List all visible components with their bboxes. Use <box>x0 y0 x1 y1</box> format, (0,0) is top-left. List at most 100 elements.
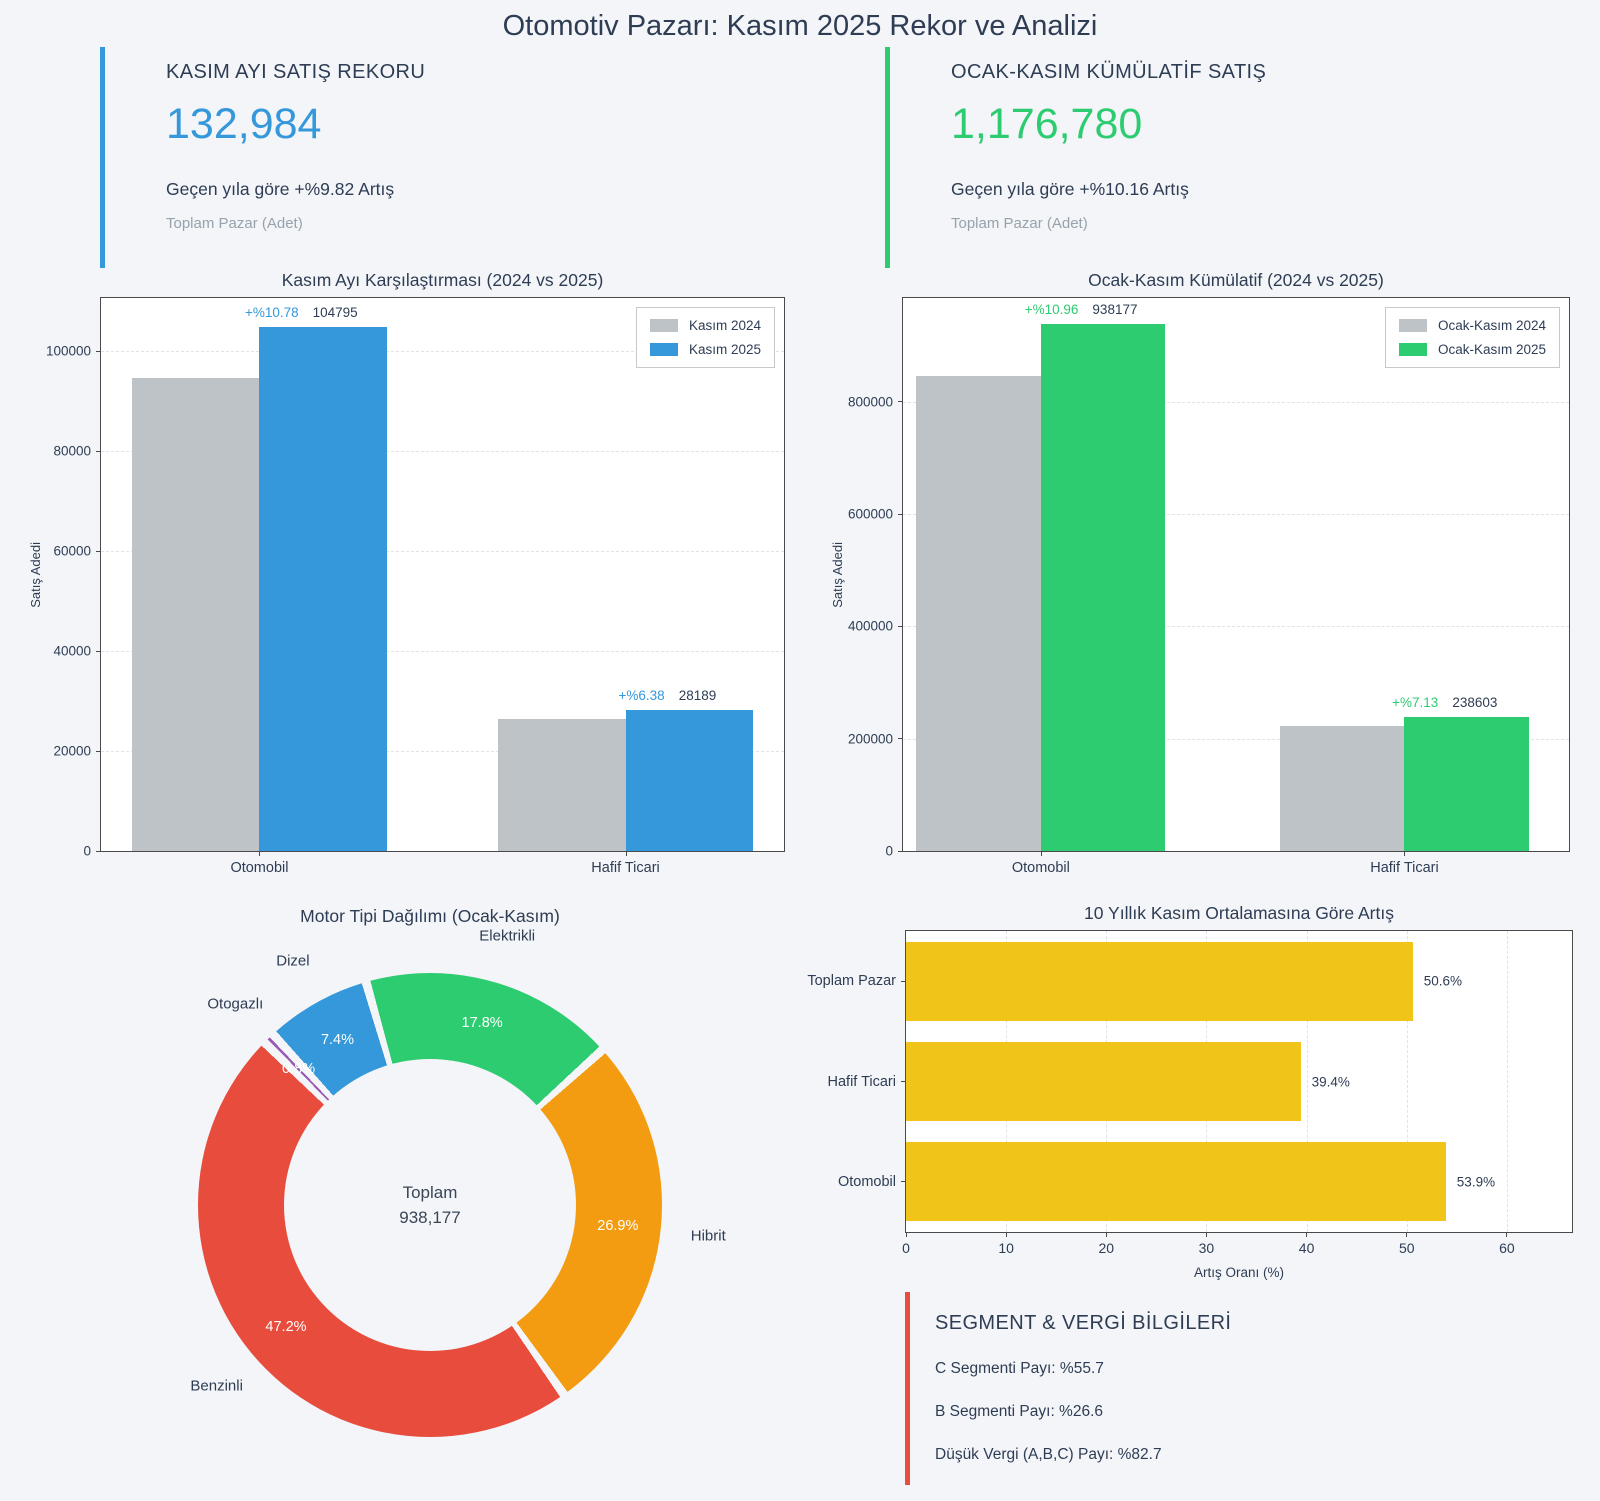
annotation-percent: +%7.13 <box>1392 695 1439 711</box>
slice-label-Dizel: Dizel <box>276 952 310 970</box>
x-category-label: Hafif Ticari <box>1370 860 1439 876</box>
y-tick-mark <box>96 750 101 752</box>
gridline <box>903 401 1569 403</box>
y-tick-mark <box>898 625 903 627</box>
bar-Kasım 2024 <box>131 378 260 851</box>
kpi-subtitle: Geçen yıla göre +%10.16 Artış <box>951 179 1189 199</box>
category-label: Hafif Ticari <box>827 1073 897 1090</box>
donut-center-label: Toplam 938,177 <box>399 1180 460 1231</box>
kpi-accent-bar <box>100 47 105 268</box>
panel-accent-bar <box>905 1292 910 1485</box>
y-tick-mark <box>96 350 101 352</box>
y-tick-mark <box>96 850 101 852</box>
x-tick-label: 50 <box>1398 1240 1415 1256</box>
x-tick-mark <box>1506 1232 1508 1237</box>
x-tick-mark <box>625 851 627 856</box>
segment-share-c: C Segmenti Payı: %55.7 <box>935 1360 1104 1377</box>
y-tick-mark <box>898 401 903 403</box>
y-tick-mark <box>96 650 101 652</box>
y-tick-label: 20000 <box>53 743 91 759</box>
y-tick-label: 80000 <box>53 443 91 459</box>
kpi-body: OCAK-KASIM KÜMÜLATİF SATIŞ 1,176,780 Geç… <box>951 47 1525 232</box>
legend-item: Kasım 2024 <box>649 318 761 333</box>
x-tick-label: 30 <box>1198 1240 1215 1256</box>
slice-percent-Elektrikli: 17.8% <box>461 1015 503 1032</box>
x-tick-label: 60 <box>1499 1240 1515 1256</box>
bar-Ocak-Kasım 2025 <box>1040 324 1166 851</box>
y-tick-mark <box>96 550 101 552</box>
y-tick-label: 600000 <box>847 506 893 522</box>
page-title: Otomotiv Pazarı: Kasım 2025 Rekor ve Ana… <box>502 10 1098 42</box>
gridline <box>101 751 784 752</box>
gridline <box>903 626 1569 628</box>
kpi-value: 132,984 <box>166 100 322 148</box>
annotation-percent: +%10.78 <box>244 305 299 321</box>
annotation-percent: +%6.38 <box>618 688 665 704</box>
bar-Otomobil <box>906 1142 1446 1222</box>
slice-label-Elektrikli: Elektrikli <box>479 927 536 945</box>
gridline <box>1506 931 1508 1232</box>
chart-title-cumulative: Ocak-Kasım Kümülatif (2024 vs 2025) <box>1088 270 1384 290</box>
bar-Toplam Pazar <box>906 941 1413 1021</box>
legend: Ocak-Kasım 2024 Ocak-Kasım 2025 <box>1384 307 1560 368</box>
y-axis-label: Satış Adedi <box>28 298 43 851</box>
kpi-caption: Toplam Pazar (Adet) <box>166 215 303 232</box>
kpi-subtitle: Geçen yıla göre +%9.82 Artış <box>166 179 395 199</box>
y-axis-label-text: Satış Adedi <box>28 541 43 608</box>
x-tick-label: 20 <box>1098 1240 1115 1256</box>
gridline <box>101 651 784 652</box>
x-category-label: Otomobil <box>1011 860 1070 876</box>
x-tick-mark <box>905 1232 907 1237</box>
y-tick-mark <box>901 980 906 982</box>
value-label: 53.9% <box>1456 1174 1496 1190</box>
category-label: Otomobil <box>837 1173 896 1190</box>
kpi-body: KASIM AYI SATIŞ REKORU 132,984 Geçen yıl… <box>166 47 740 232</box>
kpi-accent-bar <box>885 47 890 268</box>
bar-Kasım 2025 <box>625 710 754 851</box>
bar-Ocak-Kasım 2024 <box>916 376 1041 851</box>
bar-annotation: +%7.13 238603 <box>1330 695 1560 710</box>
hbar-chart-ten-year-growth: 0 10 20 30 40 50 60 50.6% Toplam Pazar 39.4% Hafif… <box>807 930 1573 1280</box>
low-tax-share: Düşük Vergi (A,B,C) Payı: %82.7 <box>935 1446 1162 1463</box>
chart-title-ten-year-growth: 10 Yıllık Kasım Ortalamasına Göre Artış <box>1084 903 1394 923</box>
kpi-title: KASIM AYI SATIŞ REKORU <box>166 61 426 83</box>
x-tick-mark <box>1406 1232 1408 1237</box>
legend-item: Ocak-Kasım 2025 <box>1398 342 1546 357</box>
kpi-caption: Toplam Pazar (Adet) <box>951 215 1088 232</box>
x-category-label: Otomobil <box>230 860 289 876</box>
x-axis-label: Artış Oranı (%) <box>1193 1265 1284 1280</box>
slice-percent-Dizel: 7.4% <box>320 1032 355 1049</box>
x-category-label: Hafif Ticari <box>591 860 660 876</box>
slice-label-Otogazlı: Otogazlı <box>207 995 264 1013</box>
legend-label: Kasım 2025 <box>688 342 761 357</box>
bar-Kasım 2024 <box>497 718 626 851</box>
gridline <box>903 738 1569 740</box>
segment-tax-panel: SEGMENT & VERGİ BİLGİLERİ C Segmenti Pay… <box>905 1292 1545 1492</box>
bar-chart-november: 0 20000 40000 60000 80000 100000 +%10.78 104795… <box>28 297 785 876</box>
bar-chart-cumulative: 0 200000 400000 600000 800000 +%10.96 938177 Ot… <box>830 297 1570 876</box>
value-label: 50.6% <box>1423 973 1463 989</box>
chart-title-engine-type: Motor Tipi Dağılımı (Ocak-Kasım) <box>300 906 560 926</box>
panel-body: SEGMENT & VERGİ BİLGİLERİ C Segmenti Pay… <box>935 1292 1545 1464</box>
legend-label: Ocak-Kasım 2025 <box>1437 342 1546 357</box>
total-label: Toplam <box>402 1182 458 1202</box>
x-tick-mark <box>1040 851 1042 856</box>
bar-annotation: +%6.38 28189 <box>552 688 782 703</box>
category-label: Toplam Pazar <box>807 973 896 990</box>
x-tick-mark <box>1005 1232 1007 1237</box>
annotation-value: 938177 <box>1092 302 1138 318</box>
legend-item: Kasım 2025 <box>649 342 761 357</box>
donut-chart-engine-type: Toplam 938,177 Elektrikli 17.8% Hibrit 26.9% B… <box>190 927 726 1437</box>
y-tick-mark <box>898 738 903 740</box>
kpi-title: OCAK-KASIM KÜMÜLATİF SATIŞ <box>951 61 1267 83</box>
slice-percent-Hibrit: 26.9% <box>597 1218 639 1235</box>
x-tick-mark <box>1306 1232 1308 1237</box>
y-tick-mark <box>96 450 101 452</box>
slice-label-Hibrit: Hibrit <box>690 1227 726 1245</box>
y-tick-label: 400000 <box>847 618 893 634</box>
legend-label: Ocak-Kasım 2024 <box>1437 318 1546 333</box>
gridline <box>101 451 784 452</box>
y-tick-label: 800000 <box>847 394 893 410</box>
value-label: 39.4% <box>1311 1074 1350 1089</box>
